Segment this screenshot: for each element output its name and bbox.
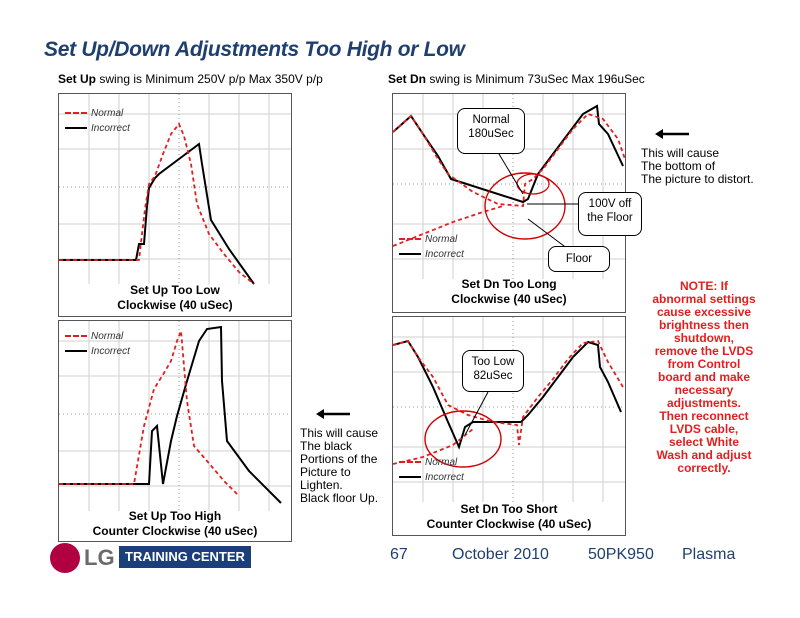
setdn-swing-caption: Set Dn swing is Minimum 73uSec Max 196uS…	[388, 72, 645, 86]
scope-setup-too-low-label: Set Up Too Low Clockwise (40 uSec)	[117, 283, 233, 312]
setup-caption-rest: swing is Minimum 250V p/p Max 350V p/p	[96, 72, 323, 86]
callout-100v-off-floor: 100V off the Floor	[578, 192, 642, 236]
arrow-left-icon	[316, 409, 350, 419]
setdn-caption-bold: Set Dn	[388, 72, 427, 86]
scope-setup-too-high-label: Set Up Too High Counter Clockwise (40 uSe…	[92, 509, 258, 538]
legend-incorrect: Incorrect	[65, 344, 130, 359]
legend-incorrect: Incorrect	[399, 247, 464, 262]
footer-date: October 2010	[452, 546, 549, 563]
footer-product: Plasma	[682, 546, 736, 563]
legend-dn-short: Normal Incorrect	[399, 455, 464, 485]
legend-up-low: Normal Incorrect	[65, 106, 130, 136]
callout-floor: Floor	[548, 246, 610, 272]
callout-normal-180usec: Normal 180uSec	[457, 108, 525, 154]
legend-normal: Normal	[65, 106, 130, 121]
legend-normal: Normal	[399, 232, 464, 247]
note-lvds-warning: NOTE: If abnormal settings cause excessive…	[652, 279, 756, 475]
note-black-lighten: This will cause The black Portions of the …	[300, 426, 379, 505]
scope-setdn-too-short-plot	[393, 317, 625, 502]
setdn-caption-rest: swing is Minimum 73uSec Max 196uSec	[426, 72, 645, 86]
legend-normal: Normal	[65, 329, 130, 344]
scope-setdn-too-short-label: Set Dn Too Short Counter Clockwise (40 uS…	[426, 502, 592, 531]
callout-too-low-82usec: Too Low 82uSec	[462, 350, 524, 392]
legend-incorrect: Incorrect	[65, 121, 130, 136]
setup-swing-caption: Set Up swing is Minimum 250V p/p Max 350…	[58, 72, 323, 86]
scope-setup-too-low: Normal Incorrect Set Up Too Low Clockwise…	[58, 93, 292, 317]
legend-dn-long: Normal Incorrect	[399, 232, 464, 262]
scope-setdn-too-short: Normal Incorrect Set Dn Too Short Counter…	[392, 316, 626, 536]
setup-caption-bold: Set Up	[58, 72, 97, 86]
lg-logo-icon	[50, 543, 80, 573]
scope-setup-too-high: Normal Incorrect Set Up Too High Counter …	[58, 320, 292, 542]
footer-page-number: 67	[390, 546, 408, 563]
training-center-badge: TRAINING CENTER	[119, 546, 251, 568]
note-bottom-distort: This will cause The bottom of The picture …	[641, 146, 754, 186]
page-title: Set Up/Down Adjustments Too High or Low	[44, 38, 465, 61]
footer-model: 50PK950	[588, 546, 654, 563]
legend-normal: Normal	[399, 455, 464, 470]
scope-setup-too-low-plot	[59, 94, 291, 285]
legend-up-high: Normal Incorrect	[65, 329, 130, 359]
lg-logo-text: LG	[84, 545, 115, 570]
arrow-left-icon	[655, 129, 689, 139]
scope-setup-too-high-plot	[59, 321, 291, 511]
legend-incorrect: Incorrect	[399, 470, 464, 485]
scope-setdn-too-long-label: Set Dn Too Long Clockwise (40 uSec)	[451, 277, 567, 306]
